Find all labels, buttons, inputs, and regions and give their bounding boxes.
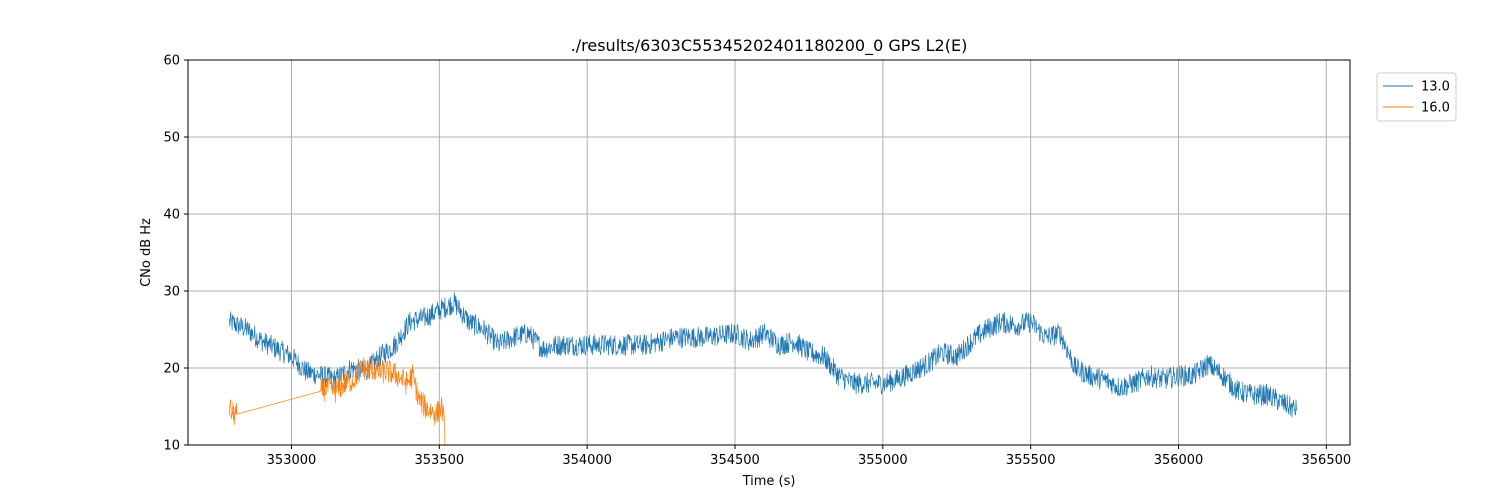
x-tick-label: 356000 <box>1154 453 1204 468</box>
y-tick-label: 40 <box>163 208 180 223</box>
legend-label: 16.0 <box>1421 101 1450 116</box>
series-line-13-0 <box>229 292 1297 418</box>
x-tick-label: 355500 <box>1006 453 1056 468</box>
y-tick-label: 20 <box>163 362 180 377</box>
y-axis-label: CNo dB Hz <box>139 218 154 287</box>
y-tick-label: 60 <box>163 54 180 69</box>
x-axis-label: Time (s) <box>742 474 796 489</box>
y-axis-ticks: 10 20 30 40 50 60 <box>163 54 188 454</box>
series-line-16-0 <box>229 357 446 445</box>
x-tick-label: 354500 <box>710 453 760 468</box>
x-tick-label: 356500 <box>1302 453 1352 468</box>
x-tick-label: 354000 <box>562 453 612 468</box>
plot-area <box>229 292 1297 445</box>
x-tick-label: 355000 <box>858 453 908 468</box>
x-tick-label: 353500 <box>415 453 465 468</box>
chart-title: ./results/6303C55345202401180200_0 GPS L… <box>571 36 968 56</box>
legend-label: 13.0 <box>1421 80 1450 95</box>
x-tick-label: 353000 <box>267 453 317 468</box>
y-tick-label: 50 <box>163 131 180 146</box>
x-axis-ticks: 353000 353500 354000 354500 355000 355500 3560… <box>267 445 1352 468</box>
y-tick-label: 10 <box>163 439 180 454</box>
plot-frame <box>187 59 1351 446</box>
legend: 13.0 16.0 <box>1376 72 1457 122</box>
legend-box <box>1376 72 1457 122</box>
y-tick-label: 30 <box>163 285 180 300</box>
